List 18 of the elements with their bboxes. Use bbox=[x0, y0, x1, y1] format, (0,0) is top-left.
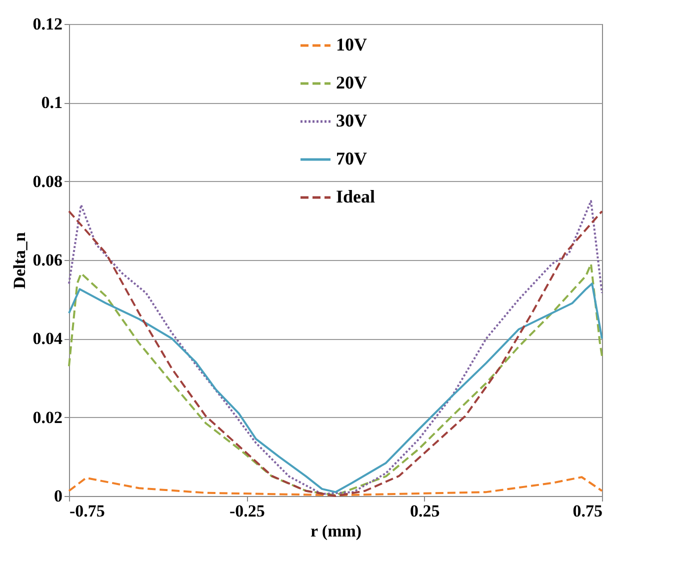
y-tick-label: 0.08 bbox=[32, 172, 62, 191]
legend-label: Ideal bbox=[336, 186, 376, 206]
x-tick-label: 0.75 bbox=[572, 502, 602, 520]
x-tick-label: -0.25 bbox=[229, 502, 265, 520]
y-tick-label: 0.12 bbox=[32, 14, 62, 34]
legend-label: 70V bbox=[336, 148, 367, 168]
y-axis-title: Delta_n bbox=[10, 232, 29, 289]
legend-label: 10V bbox=[336, 34, 367, 54]
y-tick-label: 0.1 bbox=[41, 93, 62, 112]
y-tick-label: 0.02 bbox=[32, 408, 62, 427]
legend-label: 30V bbox=[336, 110, 367, 130]
y-tick-label: 0.06 bbox=[32, 250, 62, 270]
y-tick-label: 0.04 bbox=[32, 329, 63, 348]
x-axis-title: r (mm) bbox=[310, 522, 362, 540]
x-tick-label: 0.25 bbox=[410, 502, 440, 520]
y-tick-label: 0 bbox=[54, 486, 62, 506]
x-tick-label: -0.75 bbox=[70, 502, 105, 520]
legend-label: 20V bbox=[336, 72, 367, 92]
